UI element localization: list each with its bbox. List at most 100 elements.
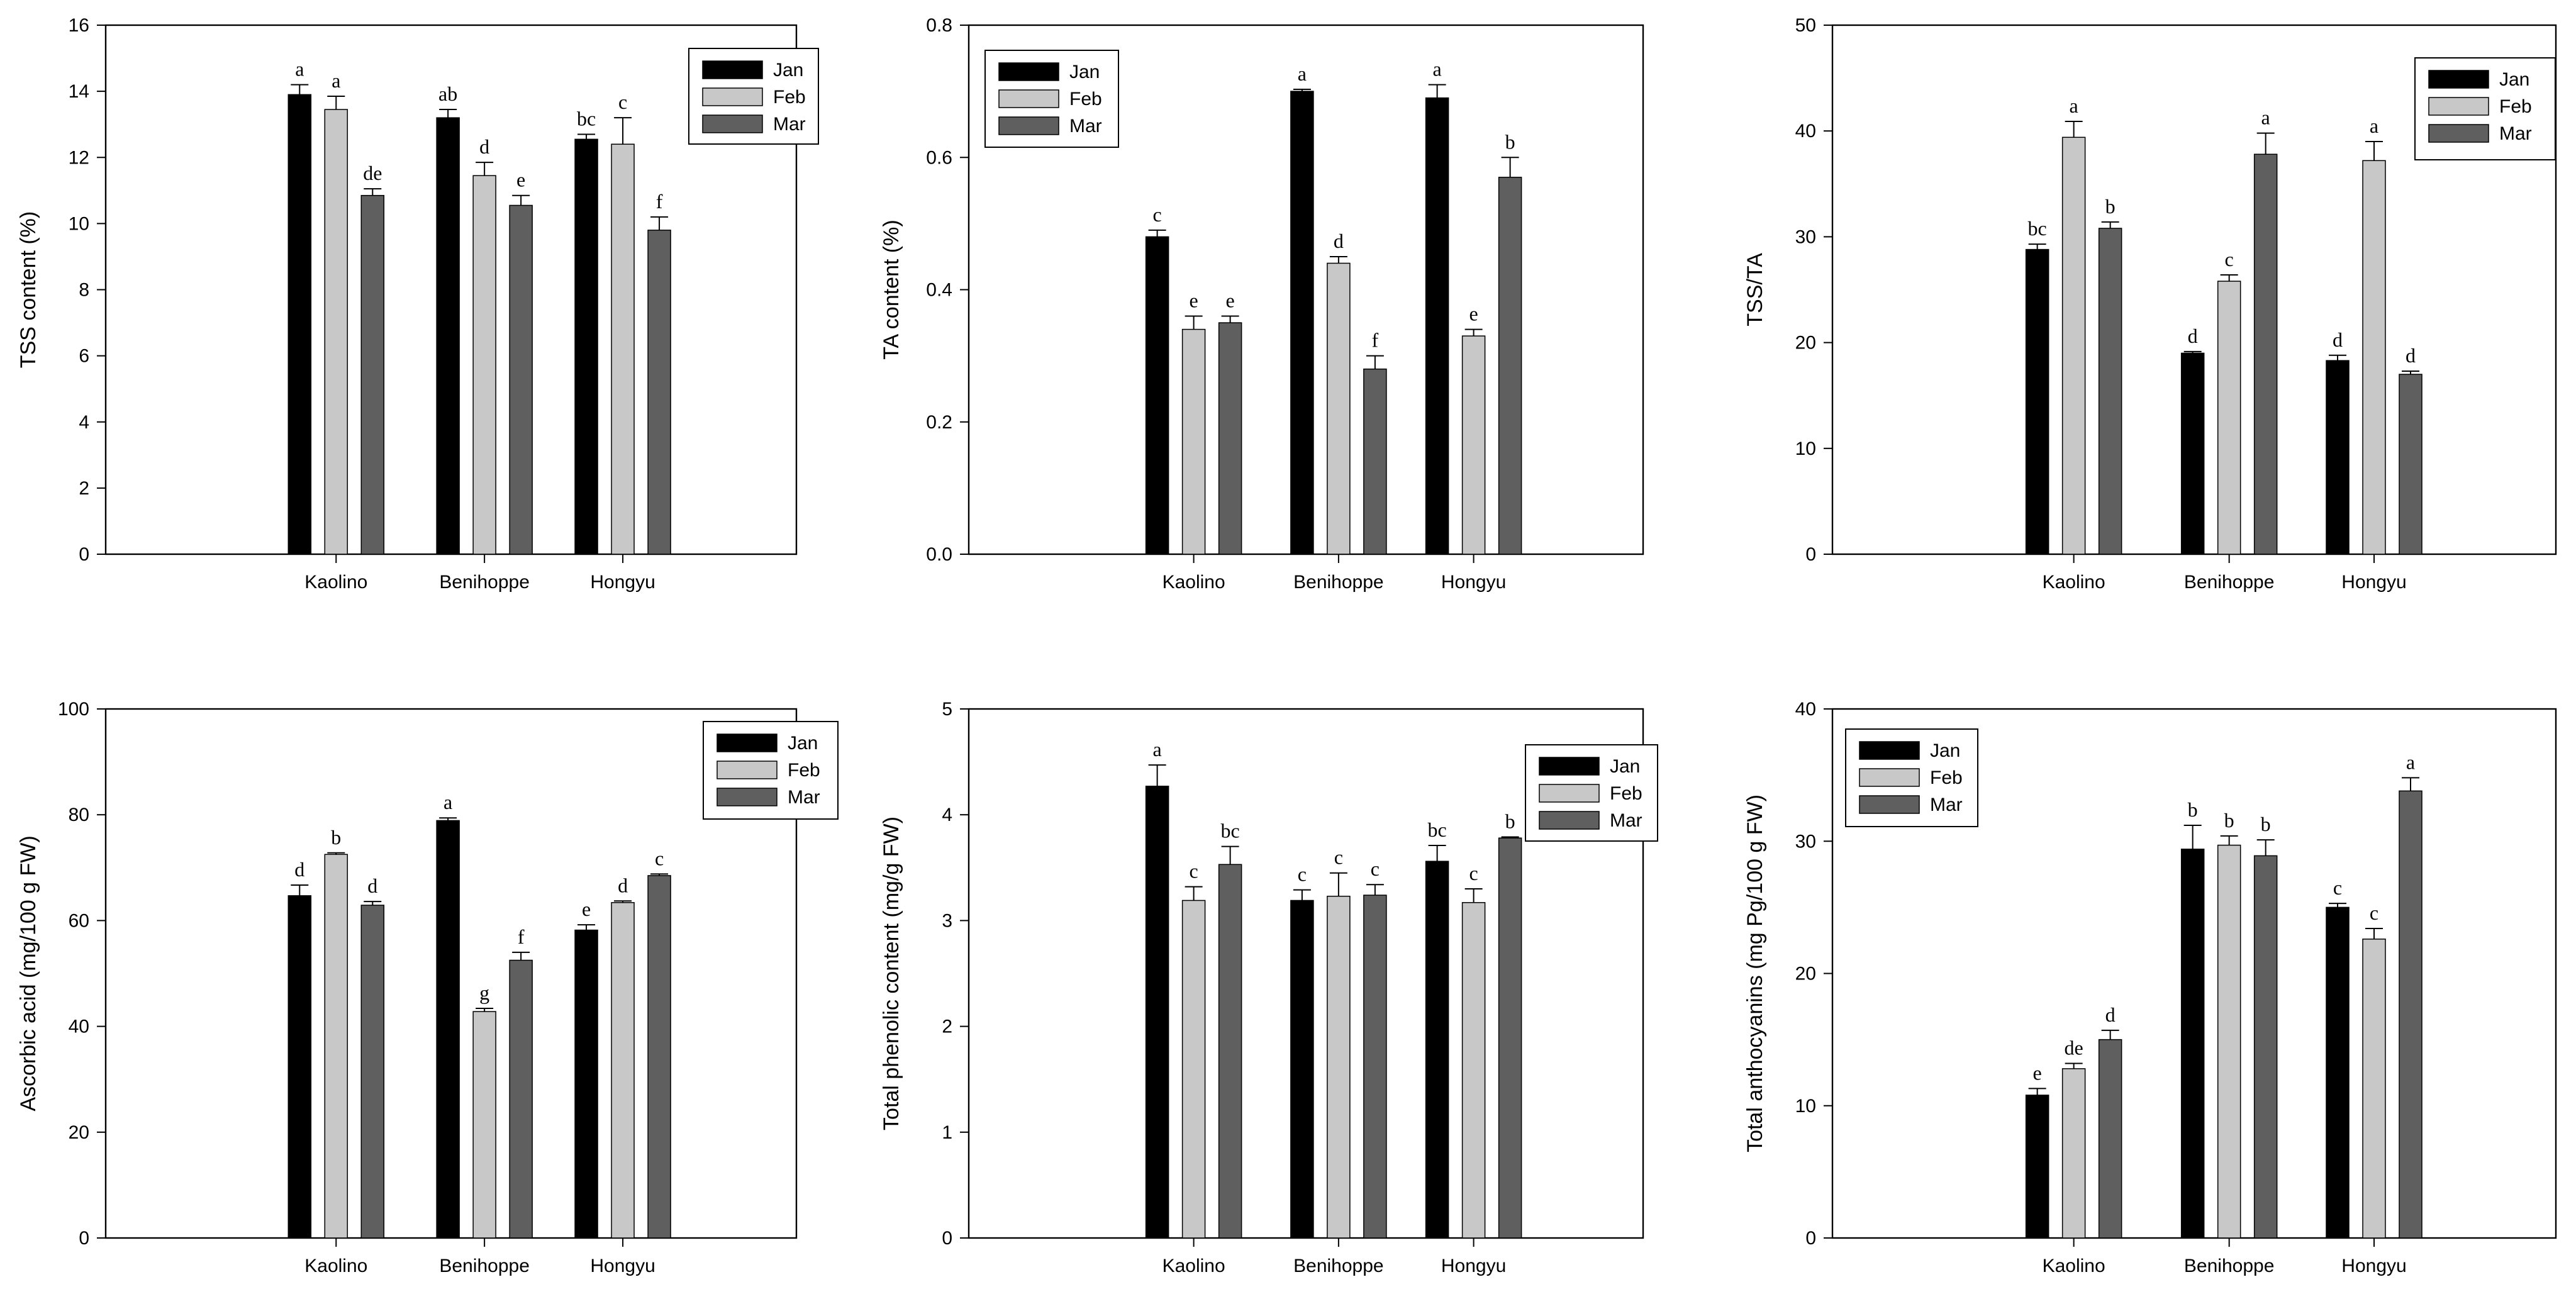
x-tick-label: Hongyu	[1441, 572, 1506, 593]
legend-label: Feb	[1930, 767, 1963, 788]
legend: Jan Feb Mar	[688, 48, 819, 145]
x-tick-label: Hongyu	[1441, 1256, 1506, 1276]
significance-letter: c	[1371, 857, 1380, 880]
significance-letter: a	[1153, 738, 1162, 761]
x-tick-label: Benihoppe	[439, 1256, 529, 1276]
legend-label: Feb	[788, 760, 820, 781]
legend-label: Mar	[788, 787, 820, 808]
bar	[1181, 328, 1206, 555]
significance-letter: a	[2261, 106, 2270, 129]
legend-swatch	[2428, 124, 2489, 143]
bar	[2326, 906, 2350, 1239]
bar	[509, 204, 533, 555]
y-tick-label: 50	[1795, 15, 1816, 36]
significance-letter: a	[2370, 114, 2378, 137]
bar	[1145, 236, 1169, 555]
bar	[436, 820, 460, 1239]
significance-letter: c	[1298, 863, 1307, 886]
y-tick-label: 20	[1795, 333, 1816, 354]
bar	[2098, 1039, 2122, 1239]
y-axis-title: Total phenolic content (mg/g FW)	[879, 817, 903, 1130]
significance-letter: a	[2070, 94, 2078, 117]
legend-label: Feb	[2499, 96, 2532, 117]
significance-letter: a	[1433, 58, 1442, 81]
legend-swatch	[702, 114, 763, 133]
significance-letter: bc	[1221, 820, 1240, 842]
legend-swatch	[1859, 741, 1920, 760]
bar	[2025, 1095, 2049, 1239]
bar	[2217, 844, 2241, 1239]
bar	[2326, 360, 2350, 555]
legend-label: Jan	[1610, 756, 1640, 777]
significance-letter: a	[443, 791, 452, 813]
bar	[472, 1011, 496, 1239]
bar	[1327, 262, 1351, 555]
legend: Jan Feb Mar	[1525, 744, 1658, 842]
significance-letter: e	[582, 898, 591, 920]
significance-letter: d	[367, 874, 377, 897]
bar	[2399, 790, 2423, 1239]
y-tick-label: 0.4	[926, 280, 952, 301]
chart-panel-6: 0 10 20 30 40 Total anthocyanins (mg Pg/100 g…	[1743, 699, 2557, 1276]
legend-label: Mar	[773, 114, 806, 135]
significance-letter: d	[1334, 230, 1344, 252]
significance-letter: c	[1469, 862, 1478, 884]
x-tick-label: Benihoppe	[2184, 572, 2274, 593]
legend-swatch	[998, 62, 1059, 81]
bar	[1290, 900, 1314, 1239]
bar	[1181, 900, 1206, 1239]
bar	[2061, 137, 2086, 555]
bar	[287, 94, 312, 555]
legend: Jan Feb Mar	[2414, 57, 2556, 160]
significance-letter: d	[2406, 344, 2416, 367]
significance-letter: d	[294, 858, 304, 881]
y-tick-label: 0	[79, 544, 89, 565]
y-tick-label: 0.6	[926, 147, 952, 168]
chart-panel-1: 0 2 4 6 8 10 12 14 16 TSS content (%) Kaolino Benih…	[16, 15, 819, 593]
significance-letter: e	[1190, 289, 1198, 312]
bar	[1145, 786, 1169, 1239]
legend-label: Feb	[773, 87, 806, 108]
bar	[324, 854, 348, 1239]
bar	[2399, 374, 2423, 555]
y-tick-label: 0	[1805, 1228, 1816, 1249]
y-tick-label: 5	[942, 699, 952, 720]
significance-letter: a	[332, 69, 340, 92]
y-axis-title: Ascorbic acid (mg/100 g FW)	[16, 835, 40, 1111]
bar	[2253, 855, 2278, 1239]
bar	[1425, 861, 1449, 1239]
bar	[2180, 849, 2205, 1239]
bar	[1498, 837, 1522, 1239]
y-tick-label: 14	[69, 81, 89, 102]
significance-letter: e	[2033, 1061, 2042, 1084]
bar	[1218, 322, 1242, 555]
legend-swatch	[1539, 784, 1600, 803]
significance-letter: b	[1505, 130, 1515, 153]
bar	[1425, 97, 1449, 555]
x-tick-label: Benihoppe	[1293, 1256, 1383, 1276]
legend-swatch	[998, 89, 1059, 108]
y-tick-label: 2	[942, 1017, 952, 1037]
significance-letter: c	[1334, 846, 1343, 869]
chart-panel-2: 0.0 0.2 0.4 0.6 0.8 TA content (%) Kaolino Beni…	[879, 15, 1644, 593]
bar	[472, 175, 496, 555]
x-tick-label: Kaolino	[1163, 1256, 1225, 1276]
y-tick-label: 10	[1795, 438, 1816, 459]
y-axis-title: TSS content (%)	[16, 211, 40, 368]
significance-letter: f	[1372, 329, 1379, 352]
legend-swatch	[702, 60, 763, 79]
significance-letter: b	[2224, 809, 2234, 832]
significance-letter: b	[1505, 810, 1515, 833]
y-tick-label: 40	[1795, 699, 1816, 720]
y-tick-label: 1	[942, 1122, 952, 1143]
y-tick-label: 0.2	[926, 412, 952, 433]
significance-letter: bc	[1428, 818, 1447, 841]
y-tick-label: 0.0	[926, 544, 952, 565]
chart-panel-4: 0 20 40 60 80 100 Ascorbic acid (mg/100 g FW) K…	[16, 699, 839, 1276]
significance-letter: b	[2105, 195, 2116, 218]
legend-label: Jan	[1930, 740, 1960, 761]
bar	[2025, 248, 2049, 555]
bar	[647, 230, 671, 555]
y-tick-label: 40	[69, 1017, 89, 1037]
significance-letter: a	[2406, 750, 2415, 773]
